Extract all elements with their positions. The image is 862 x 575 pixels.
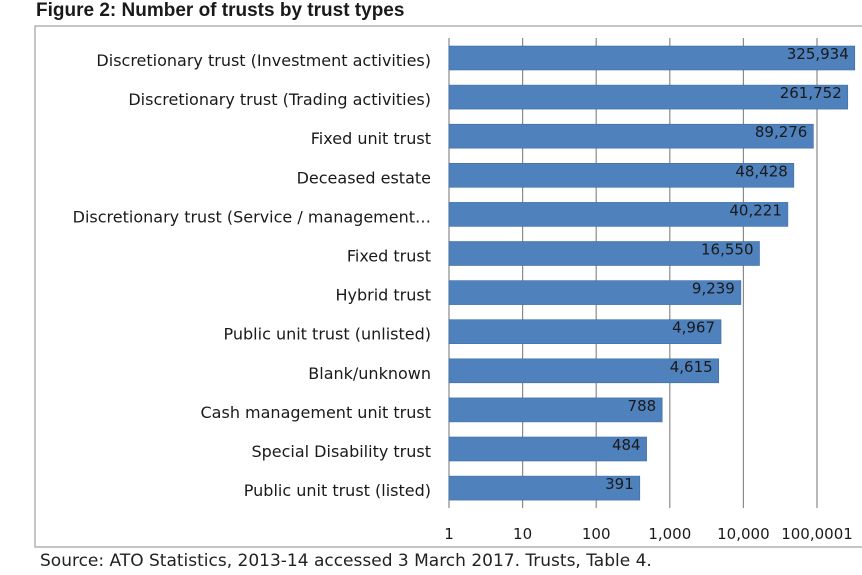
data-label: 325,934 [787,45,849,63]
bar [448,123,814,149]
category-label: Hybrid trust [335,286,431,305]
category-label: Special Disability trust [251,442,431,461]
data-label: 788 [628,397,657,415]
category-label: Public unit trust (unlisted) [224,325,431,344]
category-label: Public unit trust (listed) [244,481,431,500]
category-label: Fixed trust [347,247,431,266]
category-label: Discretionary trust (Service / managemen… [73,207,431,226]
bar [448,202,789,227]
category-label: Fixed unit trust [311,129,431,148]
data-label: 40,221 [729,201,782,219]
data-label: 9,239 [692,280,735,298]
bar [448,358,719,384]
x-tick-label: 10,000 [717,525,770,543]
source-note: Source: ATO Statistics, 2013-14 accessed… [40,551,652,571]
chart-title: Figure 2: Number of trusts by trust type… [36,0,405,21]
bar [448,84,849,110]
gridlines [448,38,818,508]
data-label: 484 [612,436,641,454]
data-label: 16,550 [701,241,754,259]
x-tick-label: 100 [582,525,611,543]
data-label: 4,967 [672,319,715,337]
x-tick-label: 1,000 [648,525,691,543]
data-label: 391 [605,475,634,493]
x-axis-ticks: 1 10 100 1,000 10,000 100,0001 [444,525,853,543]
bar [448,45,856,71]
data-label: 48,428 [735,162,788,180]
data-label: 4,615 [670,358,713,376]
x-tick-label: 10 [513,525,532,543]
category-label: Cash management unit trust [201,403,432,422]
category-label: Blank/unknown [308,364,431,383]
bars [448,45,856,501]
category-labels: Discretionary trust (Investment activiti… [73,51,431,500]
bar [448,319,722,345]
bar [448,397,663,423]
data-label: 89,276 [755,123,808,141]
bar [448,280,742,305]
category-label: Deceased estate [297,168,431,187]
bar [448,436,647,462]
bar [448,241,760,266]
category-label: Discretionary trust (Investment activiti… [96,51,431,70]
data-label: 261,752 [780,84,842,102]
bar [448,163,795,188]
value-labels: 325,934 261,752 89,276 48,428 40,221 16,550 9,… [605,45,849,493]
category-label: Discretionary trust (Trading activities) [128,90,431,109]
x-tick-label: 100,0001 [781,525,853,543]
bar [448,475,641,501]
x-tick-label: 1 [444,525,454,543]
